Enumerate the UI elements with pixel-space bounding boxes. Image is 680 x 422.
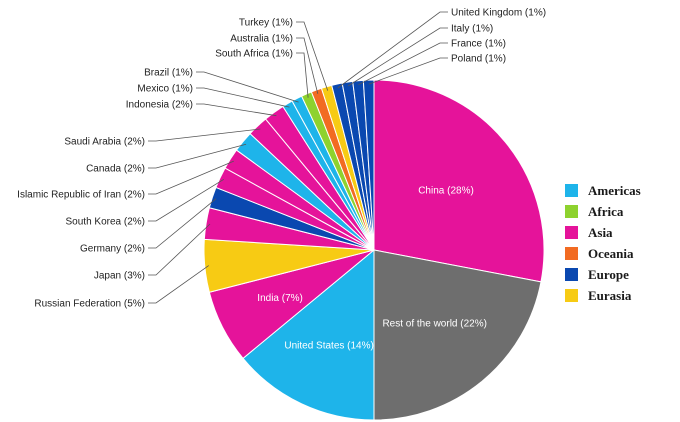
pie-slices (203, 79, 545, 421)
label-turkey: Turkey (1%) (239, 18, 293, 29)
label-indonesia: Indonesia (2%) (126, 100, 193, 111)
leader-lines (148, 11, 448, 304)
legend-label-oceania: Oceania (588, 246, 634, 261)
legend-label-africa: Africa (588, 204, 624, 219)
legend-swatch-americas (565, 184, 578, 197)
label-russian-federation: Russian Federation (5%) (34, 299, 145, 310)
label-china: China (28%) (418, 185, 474, 196)
label-italy: Italy (1%) (451, 24, 493, 35)
label-south-korea: South Korea (2%) (66, 217, 146, 228)
label-mexico: Mexico (1%) (137, 84, 193, 95)
legend-label-americas: Americas (588, 183, 641, 198)
slice-rest-of-the-world (373, 249, 542, 421)
leader-south-africa (296, 52, 309, 98)
legend-swatch-eurasia (565, 289, 578, 302)
label-australia: Australia (1%) (230, 34, 293, 45)
leader-japan (148, 223, 211, 276)
leader-saudi-arabia (148, 128, 261, 142)
leader-islamic-republic-of-iran (148, 160, 234, 195)
leader-indonesia (196, 103, 277, 117)
legend-swatch-asia (565, 226, 578, 239)
label-united-states: United States (14%) (284, 340, 374, 351)
legend: Americas Africa Asia Oceania Europe Eurasia (565, 183, 641, 303)
legend-swatch-oceania (565, 247, 578, 260)
label-germany: Germany (2%) (80, 244, 145, 255)
label-saudi-arabia: Saudi Arabia (2%) (64, 137, 145, 148)
label-france: France (1%) (451, 39, 506, 50)
leader-poland (368, 57, 448, 85)
label-islamic-republic-of-iran: Islamic Republic of Iran (2%) (17, 190, 145, 201)
leader-germany (148, 198, 217, 249)
leader-united-kingdom (337, 11, 448, 89)
slice-united-states (242, 248, 375, 421)
leader-russian-federation (148, 265, 209, 304)
label-united-kingdom: United Kingdom (1%) (451, 8, 546, 19)
leader-canada (148, 143, 247, 169)
slice-china (373, 79, 545, 283)
label-india: India (7%) (257, 293, 303, 304)
leader-brazil (196, 71, 299, 103)
label-canada: Canada (2%) (86, 164, 145, 175)
label-south-africa: South Africa (1%) (215, 49, 293, 60)
legend-label-asia: Asia (588, 225, 613, 240)
legend-label-eurasia: Eurasia (588, 288, 632, 303)
legend-swatch-europe (565, 268, 578, 281)
slice-labels: China (28%) Rest of the world (22%) United… (17, 8, 546, 352)
label-rest-of-the-world: Rest of the world (22%) (382, 318, 487, 329)
legend-label-europe: Europe (588, 267, 629, 282)
leader-australia (296, 37, 319, 94)
leader-turkey (296, 21, 329, 91)
slice-poland (362, 79, 375, 251)
label-brazil: Brazil (1%) (144, 68, 193, 79)
leader-south-korea (148, 178, 225, 222)
label-poland: Poland (1%) (451, 54, 506, 65)
leader-italy (347, 27, 448, 87)
leader-mexico (196, 87, 290, 108)
legend-swatch-africa (565, 205, 578, 218)
leader-france (358, 42, 448, 86)
label-japan: Japan (3%) (94, 271, 145, 282)
